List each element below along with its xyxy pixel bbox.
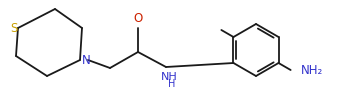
Text: NH: NH [161, 72, 177, 82]
Text: NH₂: NH₂ [301, 64, 323, 77]
Text: S: S [10, 22, 18, 35]
Text: N: N [82, 54, 90, 67]
Text: H: H [168, 79, 176, 89]
Text: O: O [133, 12, 143, 25]
